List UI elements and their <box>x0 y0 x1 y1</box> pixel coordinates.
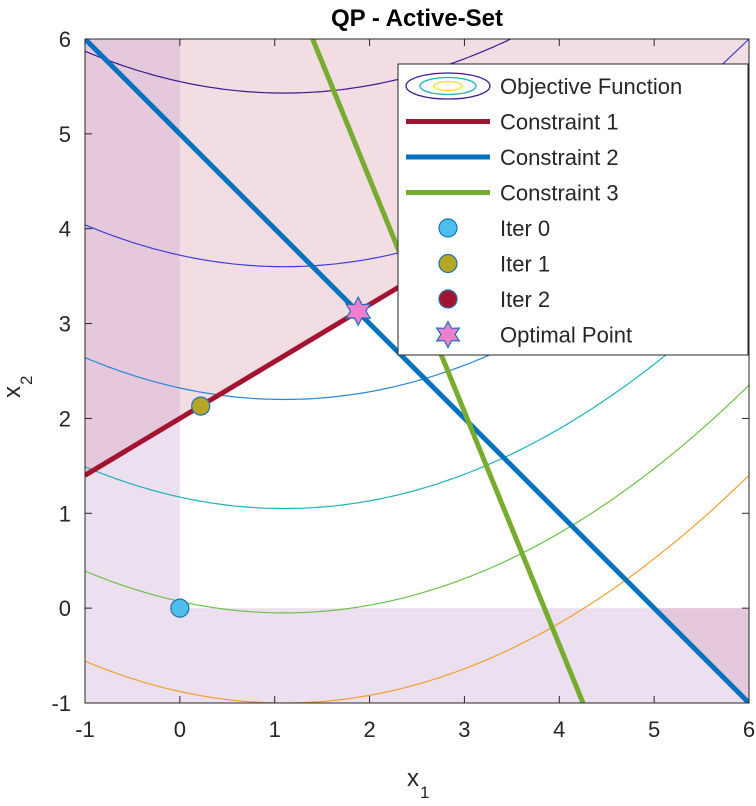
x-axis-label: x 1 <box>407 765 429 802</box>
contour-level-6 <box>85 474 749 703</box>
x-axis-label-subscript: 1 <box>420 783 429 801</box>
axis-ticks: -1 0 1 2 3 4 5 6 -1 0 1 2 3 4 5 6 <box>51 27 755 742</box>
legend-label: Objective Function <box>500 74 682 99</box>
legend-box <box>397 63 749 356</box>
legend-entry: Objective Function <box>405 72 682 100</box>
x-tick-label: 3 <box>458 717 470 742</box>
legend-entry: Optimal Point <box>435 320 632 349</box>
legend-contour-icon-inner <box>433 80 463 92</box>
x-tick-label: 5 <box>648 717 660 742</box>
iter-0-marker <box>170 598 190 618</box>
legend-label: Constraint 1 <box>500 110 619 135</box>
x-axis-label-text: x <box>407 765 419 792</box>
y-tick-label: 3 <box>59 312 71 337</box>
x-tick-label: 2 <box>363 717 375 742</box>
x-tick-label: -1 <box>75 717 95 742</box>
legend-entry: Iter 1 <box>438 252 550 277</box>
legend-marker-icon <box>438 253 458 274</box>
legend-entry: Constraint 1 <box>406 110 619 135</box>
plot-frame <box>84 38 750 704</box>
legend-contour-icon-outer <box>405 72 491 100</box>
y-tick-label: -1 <box>51 691 71 716</box>
y-tick-label: 2 <box>59 406 71 431</box>
constraint-3-line <box>310 39 586 703</box>
y-axis-label-text: x <box>0 386 26 398</box>
y-axis-label-subscript: 2 <box>17 376 36 385</box>
infeasible-region-x2-bound <box>85 608 749 703</box>
iter-1-marker <box>191 396 211 416</box>
overlap-region-left <box>85 39 180 476</box>
chart-legend: Objective Function Constraint 1 Constraint… <box>397 63 749 356</box>
x-tick-label: 0 <box>174 717 186 742</box>
legend-label: Optimal Point <box>500 323 632 348</box>
iteration-markers <box>170 295 372 618</box>
legend-label: Iter 1 <box>500 252 550 277</box>
x-tick-label: 6 <box>743 717 755 742</box>
y-tick-label: 6 <box>59 27 71 52</box>
y-tick-label: 4 <box>59 217 71 242</box>
chart-title: QP - Active-Set <box>331 5 503 32</box>
legend-marker-icon <box>438 289 458 309</box>
y-tick-label: 5 <box>59 122 71 147</box>
optimal-point-marker <box>344 295 372 327</box>
y-axis-label: x 2 <box>0 376 36 398</box>
legend-entry: Constraint 3 <box>406 181 619 206</box>
contour-level-4 <box>85 280 749 510</box>
x-tick-label: 1 <box>269 717 281 742</box>
contour-level-5 <box>85 384 749 614</box>
legend-entry: Iter 2 <box>438 287 550 312</box>
legend-label: Constraint 2 <box>500 145 619 170</box>
legend-entry: Iter 0 <box>438 216 550 241</box>
legend-label: Constraint 3 <box>500 181 619 206</box>
legend-star-icon <box>435 320 461 349</box>
legend-contour-icon-middle <box>419 76 477 96</box>
legend-label: Iter 2 <box>500 287 550 312</box>
legend-label: Iter 0 <box>500 216 550 241</box>
x-tick-label: 4 <box>553 717 565 742</box>
legend-marker-icon <box>438 218 458 238</box>
y-tick-label: 1 <box>59 501 71 526</box>
y-tick-label: 0 <box>59 596 71 621</box>
constraint-2-line <box>85 39 749 703</box>
legend-entry: Constraint 2 <box>406 145 619 170</box>
